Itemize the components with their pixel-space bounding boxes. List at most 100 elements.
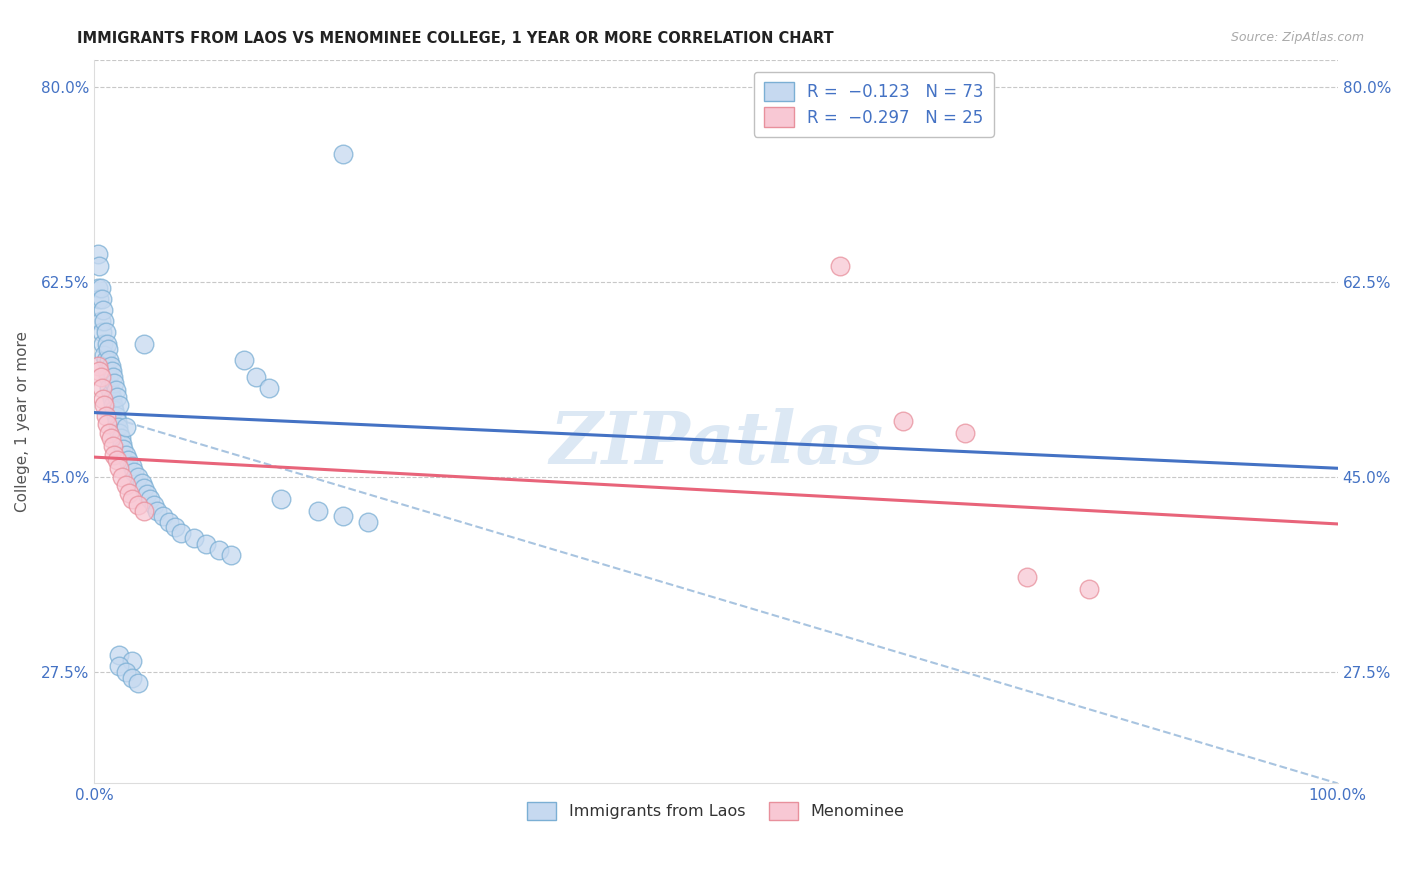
Point: [94, 409, 117, 423]
Legend: Immigrants from Laos, Menominee: Immigrants from Laos, Menominee: [522, 796, 911, 826]
Point: [90, 314, 112, 328]
Point: [101, 370, 124, 384]
Point: [110, 431, 132, 445]
Point: [90, 370, 112, 384]
Point: [121, 654, 143, 668]
Point: [122, 465, 145, 479]
Point: [98, 353, 121, 368]
Point: [103, 376, 125, 390]
Point: [104, 384, 127, 398]
Point: [112, 442, 135, 457]
Point: [89, 364, 111, 378]
Point: [257, 381, 280, 395]
Point: [134, 481, 156, 495]
Point: [121, 671, 143, 685]
Point: [94, 326, 117, 340]
Point: [108, 659, 131, 673]
Point: [96, 364, 118, 378]
Point: [332, 147, 354, 161]
Point: [245, 370, 267, 384]
Point: [145, 503, 167, 517]
Point: [111, 436, 134, 450]
Y-axis label: College, 1 year or more: College, 1 year or more: [15, 331, 30, 512]
Point: [91, 392, 114, 407]
Point: [93, 348, 115, 362]
Point: [108, 425, 131, 440]
Point: [208, 542, 231, 557]
Point: [134, 336, 156, 351]
Point: [101, 364, 124, 378]
Point: [104, 409, 127, 423]
Point: [114, 665, 136, 679]
Point: [134, 503, 156, 517]
Point: [152, 509, 174, 524]
Point: [93, 398, 115, 412]
Point: [101, 392, 124, 407]
Point: [98, 425, 121, 440]
Point: [103, 403, 125, 417]
Text: Source: ZipAtlas.com: Source: ZipAtlas.com: [1230, 31, 1364, 45]
Point: [139, 492, 162, 507]
Point: [87, 359, 110, 373]
Point: [108, 398, 131, 412]
Point: [108, 461, 131, 475]
Point: [127, 498, 149, 512]
Point: [891, 415, 914, 429]
Point: [105, 453, 128, 467]
Point: [170, 525, 193, 540]
Point: [94, 353, 117, 368]
Point: [219, 548, 242, 562]
Point: [357, 515, 380, 529]
Point: [97, 342, 120, 356]
Point: [91, 303, 114, 318]
Point: [111, 470, 134, 484]
Point: [114, 420, 136, 434]
Point: [93, 314, 115, 328]
Point: [105, 415, 128, 429]
Point: [953, 425, 976, 440]
Point: [89, 259, 111, 273]
Point: [100, 359, 122, 373]
Point: [165, 520, 187, 534]
Point: [1078, 582, 1101, 596]
Point: [127, 470, 149, 484]
Point: [157, 515, 180, 529]
Point: [1015, 570, 1038, 584]
Point: [195, 537, 218, 551]
Point: [830, 259, 852, 273]
Point: [183, 532, 205, 546]
Point: [90, 281, 112, 295]
Point: [108, 648, 131, 663]
Point: [87, 281, 110, 295]
Point: [89, 292, 111, 306]
Point: [87, 247, 110, 261]
Point: [307, 503, 329, 517]
Point: [114, 448, 136, 462]
Point: [332, 509, 354, 524]
Point: [90, 381, 112, 395]
Point: [117, 453, 139, 467]
Point: [100, 386, 122, 401]
Point: [107, 420, 129, 434]
Point: [103, 448, 125, 462]
Point: [114, 478, 136, 492]
Point: [121, 492, 143, 507]
Point: [98, 381, 121, 395]
Point: [135, 487, 157, 501]
Point: [90, 326, 112, 340]
Point: [90, 292, 112, 306]
Point: [96, 336, 118, 351]
Point: [127, 676, 149, 690]
Point: [97, 370, 120, 384]
Point: [143, 498, 166, 512]
Point: [131, 475, 153, 490]
Text: ZIPatlas: ZIPatlas: [548, 408, 883, 479]
Point: [100, 431, 122, 445]
Point: [232, 353, 254, 368]
Point: [270, 492, 292, 507]
Point: [105, 390, 128, 404]
Point: [121, 458, 143, 473]
Point: [101, 439, 124, 453]
Point: [91, 336, 114, 351]
Point: [96, 417, 118, 431]
